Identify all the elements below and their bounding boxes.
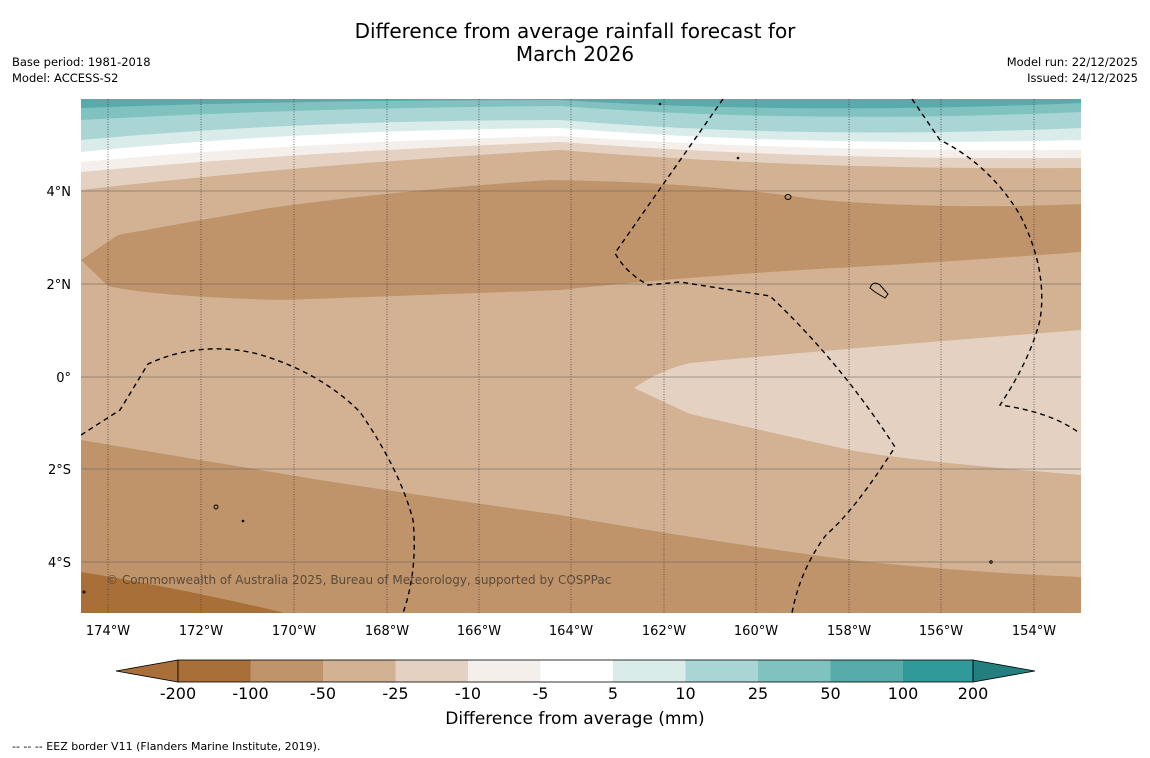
lon-label-154w: 154°W <box>1012 624 1056 639</box>
base-period: Base period: 1981-2018 <box>12 55 151 69</box>
colorbar-tick: -5 <box>533 684 549 703</box>
lat-label-2s: 2°S <box>48 463 71 478</box>
colorbar-segment-plus-5 <box>613 660 686 682</box>
colorbar-label: Difference from average (mm) <box>445 709 705 729</box>
colorbar-segment-plus-50 <box>830 660 903 682</box>
lon-label-156w: 156°W <box>919 624 963 639</box>
colorbar: -200 -100 -50 -25 -10 -5 5 10 25 50 100 … <box>115 659 1036 703</box>
colorbar-segment-plus-100 <box>903 660 973 682</box>
colorbar-tick: 200 <box>958 684 989 703</box>
colorbar-segment-minus-50 <box>323 660 396 682</box>
colorbar-segment-minus-100 <box>250 660 323 682</box>
meta-right: Model run: 22/12/2025 Issued: 24/12/2025 <box>1007 54 1138 86</box>
islands <box>82 102 993 594</box>
lon-label-158w: 158°W <box>827 624 871 639</box>
band-minus-200-south <box>81 572 285 613</box>
colorbar-tick: -25 <box>382 684 408 703</box>
lat-label-4s: 4°S <box>48 556 71 571</box>
longitude-gridlines <box>107 99 1035 613</box>
colorbar-tick: -200 <box>160 684 196 703</box>
colorbar-segment-plus-10 <box>685 660 758 682</box>
latitude-gridlines <box>81 190 1081 563</box>
model-name: Model: ACCESS-S2 <box>12 71 119 85</box>
lon-label-174w: 174°W <box>86 624 130 639</box>
band-minus-100-south <box>81 440 1081 613</box>
lat-label-0: 0° <box>56 371 71 386</box>
colorbar-ticks: -200 -100 -50 -25 -10 -5 5 10 25 50 100 … <box>160 684 988 703</box>
colorbar-segment-neutral <box>540 660 613 682</box>
band-plus-50-north <box>81 99 1081 109</box>
map-plot-area: © Commonwealth of Australia 2025, Bureau… <box>81 99 1081 613</box>
lon-label-166w: 166°W <box>457 624 501 639</box>
copyright-text: © Commonwealth of Australia 2025, Bureau… <box>106 573 611 587</box>
title-line-1: Difference from average rainfall forecas… <box>354 19 796 43</box>
colorbar-tick: 100 <box>888 684 919 703</box>
longitude-labels: 174°W 172°W 170°W 168°W 166°W 164°W 162°… <box>86 624 1056 639</box>
colorbar-extend-low <box>115 659 179 683</box>
map-title: Difference from average rainfall forecas… <box>0 20 1150 66</box>
colorbar-tick: -10 <box>455 684 481 703</box>
colorbar-tick: 10 <box>675 684 695 703</box>
lon-label-160w: 160°W <box>734 624 778 639</box>
colorbar-segment-plus-25 <box>758 660 831 682</box>
colorbar-tick: 5 <box>608 684 618 703</box>
issued-date: Issued: 24/12/2025 <box>1027 71 1138 85</box>
meta-left: Base period: 1981-2018 Model: ACCESS-S2 <box>12 54 151 86</box>
colorbar-tick: 25 <box>748 684 768 703</box>
lat-label-2n: 2°N <box>47 278 72 293</box>
colorbar-outline <box>177 659 974 683</box>
model-run: Model run: 22/12/2025 <box>1006 55 1138 69</box>
colorbar-tick: -100 <box>232 684 268 703</box>
band-minus-25-equator <box>634 330 1081 475</box>
lon-label-170w: 170°W <box>272 624 316 639</box>
colorbar-tick: 50 <box>820 684 840 703</box>
colorbar-segment-minus-10 <box>468 660 541 682</box>
band-minus-100-north <box>81 180 1081 300</box>
eez-borders <box>81 99 1079 613</box>
colorbar-segment-minus-25 <box>395 660 468 682</box>
lon-label-162w: 162°W <box>642 624 686 639</box>
colorbar-segment-minus-200 <box>178 660 251 682</box>
eez-legend-note: -- -- -- EEZ border V11 (Flanders Marine… <box>12 740 321 753</box>
title-line-2: March 2026 <box>515 42 635 66</box>
colorbar-tick: -50 <box>310 684 336 703</box>
latitude-labels: 4°N 2°N 0° 2°S 4°S <box>47 185 72 571</box>
lon-label-172w: 172°W <box>179 624 223 639</box>
lon-label-164w: 164°W <box>549 624 593 639</box>
colorbar-extend-high <box>972 659 1036 683</box>
lat-label-4n: 4°N <box>47 185 72 200</box>
lon-label-168w: 168°W <box>365 624 409 639</box>
